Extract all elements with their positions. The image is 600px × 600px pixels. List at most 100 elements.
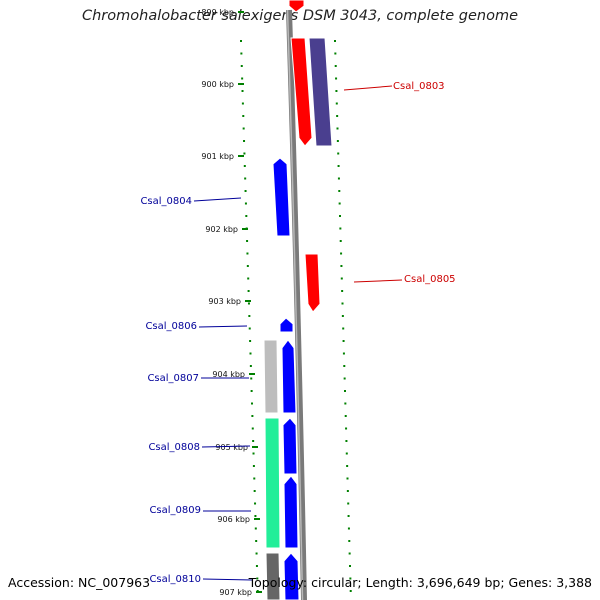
gc-skew-mark (341, 302, 344, 305)
gc-skew-mark (255, 552, 258, 555)
gc-skew-mark (338, 190, 341, 192)
gc-skew-mark (334, 65, 337, 67)
gc-skew-mark (335, 102, 338, 105)
gc-skew-mark (335, 77, 338, 80)
gc-skew-mark (255, 540, 258, 542)
gc-skew-mark (256, 577, 259, 580)
gc-skew-mark (254, 515, 257, 517)
gc-skew-mark (341, 290, 344, 292)
gc-skew-mark (252, 465, 255, 467)
gc-skew-mark (345, 452, 348, 455)
gc-skew-mark (254, 527, 257, 530)
kbp-tick-label: 905 kbp (215, 443, 248, 452)
gc-skew-mark (253, 490, 256, 492)
gc-skew-mark (243, 152, 246, 155)
gc-skew-mark (252, 440, 255, 442)
gc-skew-mark (248, 327, 251, 330)
gc-skew-mark (240, 65, 243, 67)
gene-label-csal-0803[interactable]: Csal_0803 (393, 81, 445, 92)
gene-csal-0806-arrow[interactable] (279, 317, 294, 333)
genome-backbone (286, 9, 307, 600)
gc-skew-mark (340, 265, 343, 267)
gene-csal-0809-arrow[interactable] (283, 475, 299, 549)
gc-skew-mark (248, 315, 251, 317)
cog-block-gray[interactable] (263, 339, 279, 414)
gc-skew-mark (348, 552, 351, 555)
cog-block-dark[interactable] (265, 552, 281, 600)
gc-skew-mark (340, 277, 343, 280)
gc-skew-mark (340, 252, 343, 255)
gene-label-csal-0804[interactable]: Csal_0804 (140, 196, 192, 207)
gc-skew-mark (336, 115, 339, 117)
gc-skew-mark (250, 377, 253, 380)
gc-skew-mark (344, 390, 346, 392)
gc-skew-mark (342, 352, 345, 355)
gc-skew-mark (345, 427, 348, 430)
gc-skew-mark (251, 427, 254, 430)
gc-skew-mark (247, 302, 250, 305)
gene-csal-0804-arrow[interactable] (272, 157, 291, 237)
gc-skew-mark (244, 177, 247, 180)
gene-partial-top-arrow[interactable] (288, 0, 305, 13)
gc-skew-mark (245, 227, 248, 230)
gc-skew-mark (242, 115, 245, 117)
gc-skew-mark (249, 365, 252, 367)
gene-csal-0810-arrow[interactable] (283, 552, 300, 600)
gc-skew-mark (334, 52, 337, 55)
gene-csal-0807-arrow[interactable] (281, 339, 297, 414)
gene-label-leader (343, 85, 393, 91)
gene-label-csal-0808[interactable]: Csal_0808 (148, 442, 200, 453)
genome-summary-text: Topology: circular; Length: 3,696,649 bp… (248, 575, 592, 590)
gc-skew-mark (244, 190, 247, 192)
gc-skew-mark (349, 565, 351, 567)
gene-label-layer: Csal_0803 Csal_0804 Csal_0805 Csal_0806 Csal… (140, 81, 455, 585)
gc-skew-mark (337, 165, 340, 167)
gc-skew-mark (246, 265, 249, 267)
gc-skew-mark (339, 215, 341, 217)
gc-skew-mark (339, 240, 342, 242)
gene-csal-0805-arrow[interactable] (304, 253, 321, 313)
gc-skew-mark (247, 277, 250, 280)
gene-label-csal-0806[interactable]: Csal_0806 (145, 321, 197, 332)
gc-skew-mark (243, 165, 246, 167)
gc-skew-mark (347, 515, 350, 517)
kbp-tick-label: 899 kbp (201, 8, 234, 17)
gene-csal-0808-arrow[interactable] (282, 417, 298, 475)
gc-skew-mark (240, 52, 243, 55)
gene-label-leader (353, 279, 403, 283)
gene-label-csal-0809[interactable]: Csal_0809 (149, 505, 201, 516)
gc-skew-mark (346, 490, 349, 492)
gc-skew-mark (252, 452, 255, 455)
gc-skew-mark (347, 527, 350, 530)
gc-skew-mark (250, 390, 253, 392)
gene-label-csal-0807[interactable]: Csal_0807 (147, 373, 199, 384)
kbp-tick-label: 903 kbp (208, 297, 241, 306)
kbp-tick-label: 904 kbp (212, 370, 245, 379)
gene-csal-0803-arrow[interactable] (290, 37, 313, 147)
gc-skew-mark (241, 102, 244, 105)
gc-skew-mark (246, 240, 249, 242)
cog-block-purple[interactable] (308, 37, 333, 147)
gc-skew-mark (348, 540, 351, 542)
kbp-tick-label: 906 kbp (217, 515, 250, 524)
gene-label-csal-0810[interactable]: Csal_0810 (149, 574, 201, 585)
gc-skew-mark (255, 565, 258, 567)
gc-skew-mark (249, 340, 252, 342)
gc-skew-mark (336, 127, 339, 130)
gc-skew-mark (253, 477, 256, 480)
gene-label-leader (198, 325, 248, 328)
gc-skew-mark (251, 402, 254, 405)
gc-skew-mark (346, 465, 349, 467)
genome-backbone-highlight (286, 9, 304, 600)
kbp-tick-label: 907 kbp (219, 588, 252, 597)
gc-skew-mark (249, 352, 252, 355)
gc-skew-mark (338, 202, 341, 205)
gc-skew-mark (345, 440, 348, 442)
cog-block-green[interactable] (264, 417, 281, 549)
gc-skew-mark (339, 227, 342, 230)
gene-label-csal-0805[interactable]: Csal_0805 (404, 274, 456, 285)
gc-skew-mark (256, 590, 259, 592)
gc-skew-mark (337, 152, 340, 155)
gc-skew-mark (344, 415, 347, 417)
